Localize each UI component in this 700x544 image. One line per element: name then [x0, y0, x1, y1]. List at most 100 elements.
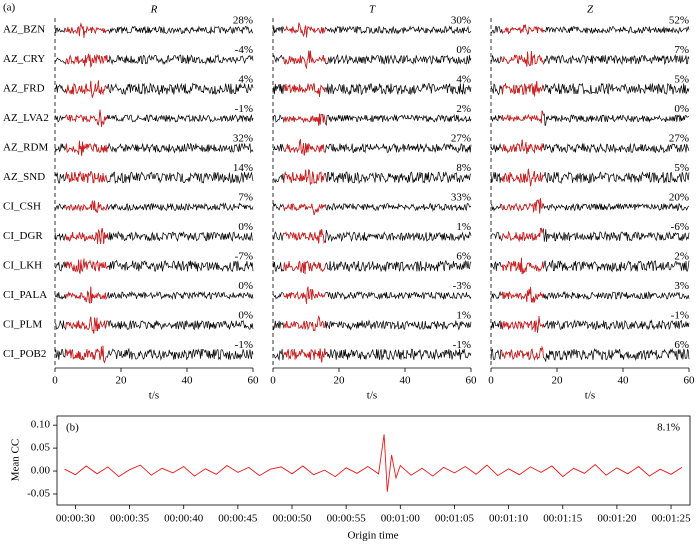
waveform: [490, 198, 690, 214]
x-tick-label: 40: [182, 375, 194, 387]
annotation: 8.1%: [657, 422, 680, 434]
y-tick-label: -0.05: [27, 488, 50, 500]
waveform-window: [65, 140, 108, 156]
waveform-window: [501, 139, 544, 154]
waveform-window: [501, 24, 544, 35]
x-tick-label: 20: [552, 375, 564, 387]
cc-label: 0%: [456, 44, 471, 56]
x-tick-label: 00:01:20: [597, 513, 637, 525]
waveform: [272, 229, 472, 244]
x-axis-label: t/s: [585, 390, 595, 402]
waveform: [490, 81, 690, 97]
x-axis-label: Origin time: [347, 530, 398, 542]
cc-label: -6%: [671, 221, 689, 233]
cc-label: 0%: [674, 103, 689, 115]
cc-label: 20%: [669, 192, 689, 204]
cc-label: -1%: [453, 339, 471, 351]
waveform-window: [283, 348, 326, 363]
cc-label: -7%: [235, 251, 253, 263]
x-tick-label: 20: [334, 375, 346, 387]
cc-label: 30%: [451, 15, 471, 27]
y-tick-label: 0.00: [31, 465, 51, 477]
cc-label: 6%: [674, 339, 689, 351]
waveform: [54, 316, 254, 334]
x-tick-label: 0: [488, 375, 494, 387]
panel-label: (b): [66, 422, 79, 434]
waveform-window: [501, 198, 544, 214]
waveform: [54, 286, 254, 304]
cc-label: -1%: [671, 310, 689, 322]
station-label: CI_PLM: [3, 319, 42, 331]
panel-label: (a): [3, 2, 16, 14]
cc-label: 8%: [456, 162, 471, 174]
waveform: [272, 22, 472, 38]
station-label: AZ_FRD: [3, 83, 45, 95]
x-tick-label: 00:01:25: [651, 513, 691, 525]
x-tick-label: 60: [684, 375, 696, 387]
x-axis-label: t/s: [367, 390, 377, 402]
waveform-window: [501, 286, 544, 303]
x-axis-label: t/s: [149, 390, 159, 402]
cc-label: 2%: [674, 251, 689, 263]
station-label: CI_LKH: [3, 260, 42, 272]
x-tick-label: 00:01:10: [489, 513, 529, 525]
cc-label: 1%: [456, 310, 471, 322]
cc-label: 52%: [669, 15, 689, 27]
waveform-window: [501, 227, 544, 243]
x-tick-label: 40: [618, 375, 630, 387]
x-tick-label: 00:00:45: [218, 513, 258, 525]
waveform-window: [65, 199, 108, 213]
waveform-window: [501, 50, 544, 67]
x-tick-label: 40: [400, 375, 412, 387]
waveform-window: [65, 109, 108, 127]
station-label: AZ_RDM: [3, 142, 48, 154]
mean-cc-line: [64, 434, 683, 492]
waveform-window: [501, 257, 544, 275]
cc-label: 1%: [456, 221, 471, 233]
x-tick-label: 00:00:35: [110, 513, 150, 525]
cc-label: 27%: [669, 133, 689, 145]
x-tick-label: 00:00:55: [327, 513, 367, 525]
x-tick-label: 0: [52, 375, 58, 387]
component-title: T: [369, 4, 376, 16]
x-tick-label: 00:00:30: [56, 513, 96, 525]
waveform: [54, 227, 254, 244]
cc-label: 27%: [451, 133, 471, 145]
waveform: [54, 80, 254, 98]
waveform-window: [283, 315, 326, 332]
cc-label: -3%: [453, 280, 471, 292]
waveform: [272, 168, 472, 186]
cc-label: 0%: [238, 280, 253, 292]
waveform-window: [283, 168, 326, 186]
waveform-window: [65, 316, 108, 334]
waveform: [272, 286, 472, 304]
station-label: AZ_BZN: [3, 24, 45, 36]
waveform-window: [283, 229, 326, 244]
waveform-window: [501, 110, 544, 124]
y-axis-label: Mean CC: [10, 439, 22, 481]
cc-label: 28%: [233, 15, 253, 27]
waveform-window: [283, 203, 326, 216]
waveform: [490, 227, 690, 243]
waveform-window: [501, 81, 544, 97]
cc-label: 3%: [674, 280, 689, 292]
waveform-window: [283, 50, 326, 70]
cc-label: 0%: [238, 310, 253, 322]
station-label: CI_PALA: [3, 289, 47, 301]
station-label: CI_POB2: [3, 348, 46, 360]
waveform: [55, 199, 254, 213]
cc-label: 4%: [238, 74, 253, 86]
x-tick-label: 00:00:50: [272, 513, 312, 525]
x-tick-label: 00:00:40: [164, 513, 204, 525]
waveform: [490, 139, 690, 154]
x-tick-label: 00:01:00: [381, 513, 421, 525]
station-label: AZ_CRY: [3, 53, 45, 65]
component-title: Z: [587, 4, 594, 16]
waveform-window: [65, 80, 108, 98]
x-tick-label: 00:01:05: [435, 513, 475, 525]
cc-label: 2%: [456, 103, 471, 115]
waveform: [272, 50, 472, 70]
waveform-window: [65, 258, 108, 274]
component-title: R: [150, 4, 158, 16]
waveform-window: [501, 345, 544, 361]
